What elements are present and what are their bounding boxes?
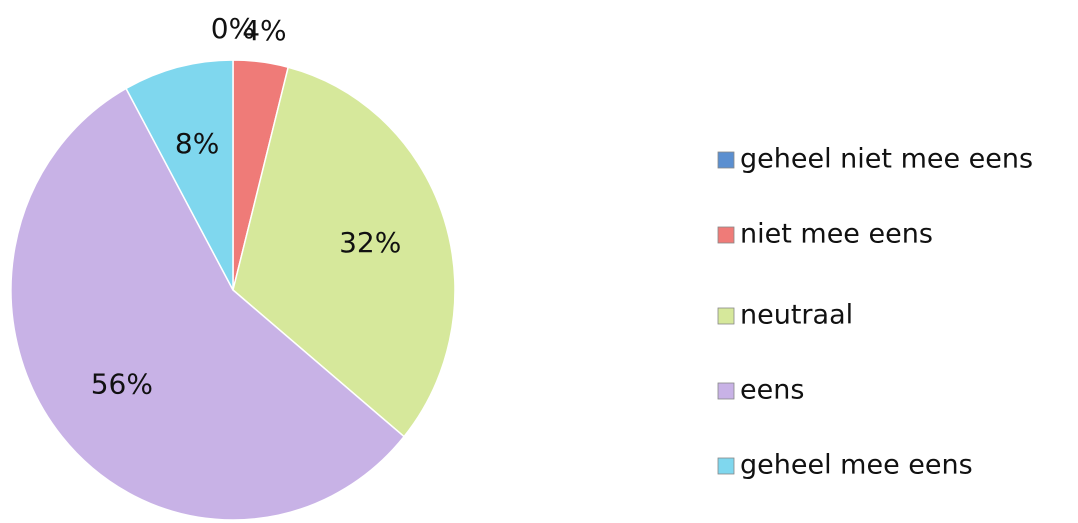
legend-label: geheel niet mee eens <box>740 144 1033 175</box>
legend-swatch <box>717 307 735 325</box>
pie-slice <box>10 87 406 521</box>
data-label: 8% <box>175 127 219 160</box>
legend-label: niet mee eens <box>740 219 933 250</box>
data-label: 32% <box>339 226 401 259</box>
data-label: 4% <box>242 14 286 47</box>
legend-swatch <box>717 382 735 400</box>
legend-label: neutraal <box>740 300 853 331</box>
legend-swatch <box>717 226 735 244</box>
pie-slice <box>232 66 456 438</box>
data-label: 56% <box>91 367 153 400</box>
legend-swatch <box>717 151 735 169</box>
data-label: 0% <box>211 12 255 45</box>
legend-label: geheel mee eens <box>740 450 973 481</box>
pie-slice <box>125 59 234 291</box>
legend-swatch <box>717 457 735 475</box>
legend-label: eens <box>740 375 804 406</box>
